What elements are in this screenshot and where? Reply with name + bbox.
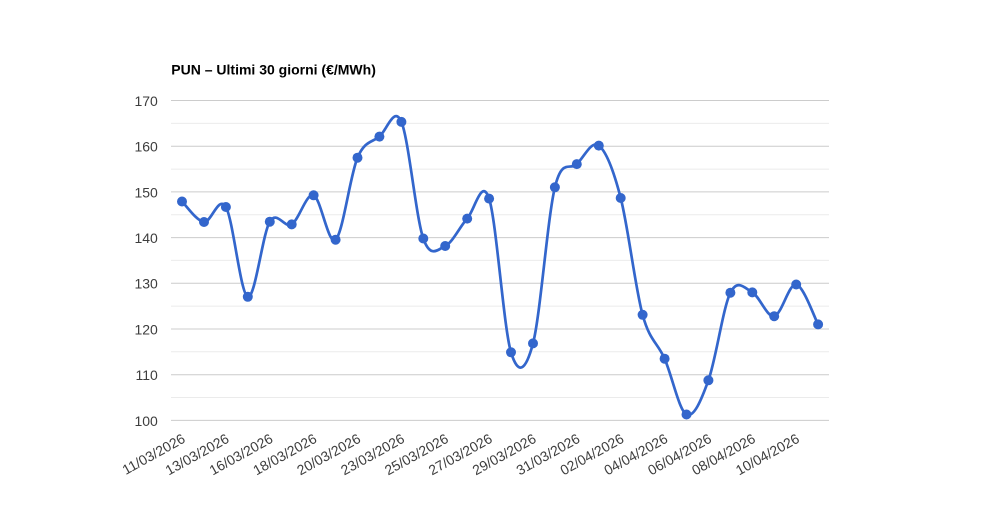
svg-text:160: 160 (134, 139, 158, 155)
svg-text:110: 110 (135, 367, 158, 383)
svg-text:PUN – Ultimi 30 giorni (€/MWh): PUN – Ultimi 30 giorni (€/MWh) (171, 62, 376, 78)
svg-text:150: 150 (134, 184, 158, 200)
svg-text:120: 120 (134, 321, 158, 337)
svg-text:100: 100 (134, 413, 158, 429)
svg-text:130: 130 (134, 276, 158, 292)
svg-text:140: 140 (134, 230, 158, 246)
svg-text:170: 170 (134, 93, 158, 109)
